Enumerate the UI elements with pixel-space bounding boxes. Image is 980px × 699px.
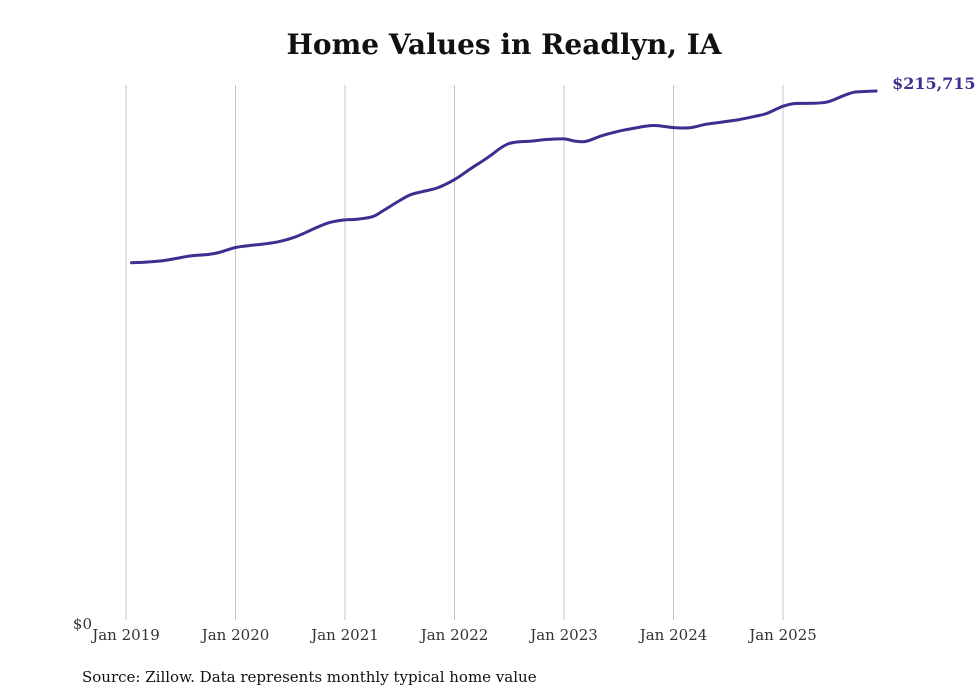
x-tick-label: Jan 2025 [747,626,817,644]
x-tick-label: Jan 2020 [200,626,270,644]
gridlines [125,85,784,620]
x-tick-label: Jan 2021 [309,626,379,644]
x-tick-label: Jan 2022 [419,626,489,644]
series-end-label: $215,715 [892,74,976,93]
x-axis-labels: Jan 2019 Jan 2020 Jan 2021 Jan 2022 Jan 2023… [90,626,817,644]
x-tick-label: Jan 2023 [528,626,598,644]
x-tick-label: Jan 2019 [90,626,160,644]
chart-title: Home Values in Readlyn, IA [286,28,722,61]
x-tick-label: Jan 2024 [638,626,708,644]
series-lines [130,89,878,265]
chart-source-note: Source: Zillow. Data represents monthly … [82,668,537,686]
series-line-0 [130,89,878,265]
y-zero-label: $0 [73,615,92,633]
